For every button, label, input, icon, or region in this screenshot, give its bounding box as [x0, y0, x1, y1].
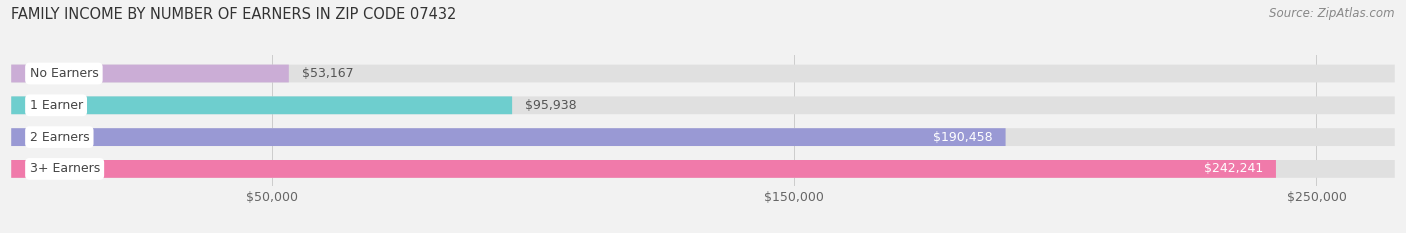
Text: Source: ZipAtlas.com: Source: ZipAtlas.com [1270, 7, 1395, 20]
FancyBboxPatch shape [11, 96, 512, 114]
FancyBboxPatch shape [11, 128, 1005, 146]
FancyBboxPatch shape [11, 65, 1395, 82]
FancyBboxPatch shape [11, 128, 1395, 146]
Text: No Earners: No Earners [30, 67, 98, 80]
FancyBboxPatch shape [11, 160, 1275, 178]
FancyBboxPatch shape [11, 96, 1395, 114]
Text: $53,167: $53,167 [302, 67, 353, 80]
Text: 1 Earner: 1 Earner [30, 99, 83, 112]
Text: $242,241: $242,241 [1204, 162, 1263, 175]
Text: 2 Earners: 2 Earners [30, 131, 89, 144]
Text: FAMILY INCOME BY NUMBER OF EARNERS IN ZIP CODE 07432: FAMILY INCOME BY NUMBER OF EARNERS IN ZI… [11, 7, 457, 22]
Text: 3+ Earners: 3+ Earners [30, 162, 100, 175]
FancyBboxPatch shape [11, 160, 1395, 178]
Text: $95,938: $95,938 [526, 99, 576, 112]
Text: $190,458: $190,458 [934, 131, 993, 144]
FancyBboxPatch shape [11, 65, 288, 82]
